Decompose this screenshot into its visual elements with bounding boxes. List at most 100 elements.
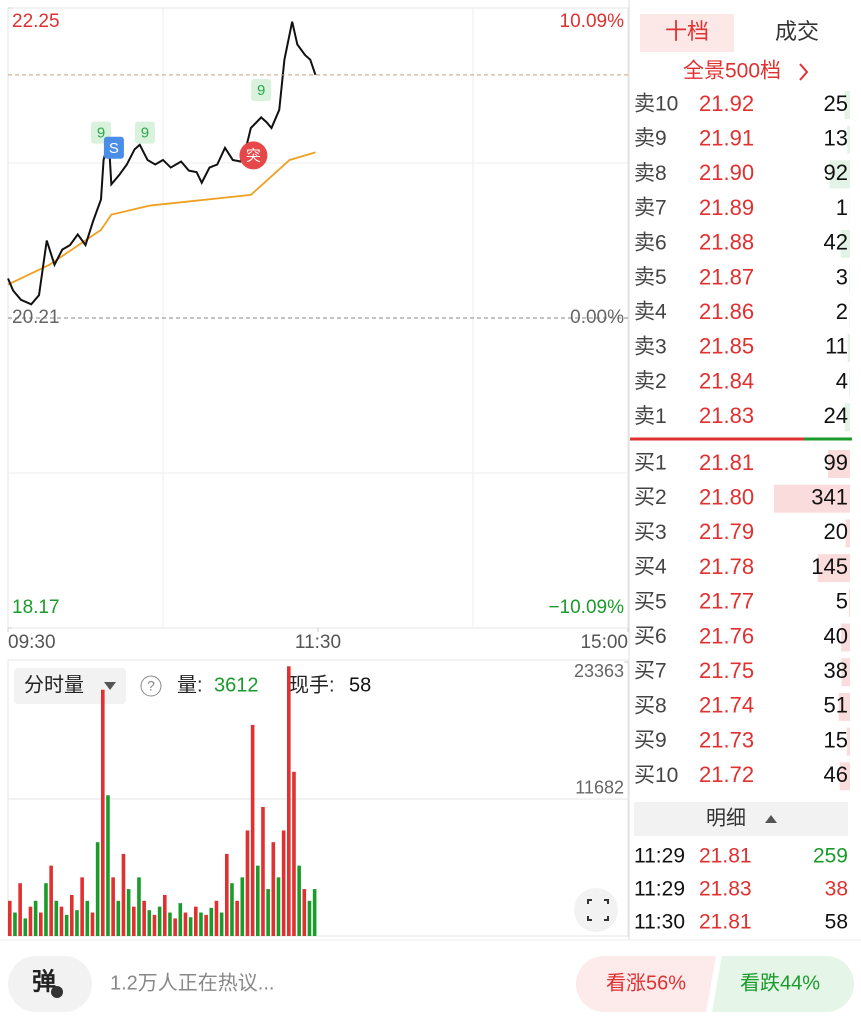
volume-bar bbox=[96, 842, 100, 936]
x-tick-label: 15:00 bbox=[580, 632, 628, 653]
volume-bar bbox=[189, 917, 193, 936]
volume-bar bbox=[60, 907, 64, 936]
level-label: 卖1 bbox=[634, 405, 667, 428]
volume-bar bbox=[91, 913, 95, 936]
volume-bar bbox=[49, 866, 53, 936]
volume-bar bbox=[303, 889, 307, 936]
level-volume: 145 bbox=[811, 554, 848, 579]
tab: 十档 bbox=[665, 19, 709, 44]
volume-bar bbox=[29, 907, 33, 936]
volume-bar bbox=[39, 913, 43, 936]
hand-value: 58 bbox=[349, 674, 371, 696]
level-price: 21.73 bbox=[699, 727, 754, 752]
level-label: 买1 bbox=[634, 452, 667, 475]
level-volume: 11 bbox=[825, 334, 848, 359]
volume-bar bbox=[215, 901, 219, 936]
annotation-text: 9 bbox=[141, 125, 149, 142]
volume-bar bbox=[282, 830, 286, 936]
level-label: 卖6 bbox=[634, 231, 667, 254]
level-label: 卖7 bbox=[634, 197, 667, 220]
pct-tick-label: 0.00% bbox=[570, 307, 624, 328]
trade-volume: 38 bbox=[825, 878, 848, 901]
y-tick-label: 18.17 bbox=[12, 597, 60, 618]
volume-bar bbox=[80, 877, 84, 936]
comments[interactable]: 1.2万人正在热议... bbox=[110, 971, 274, 994]
volume-bar bbox=[142, 901, 146, 936]
volume-bar bbox=[132, 907, 136, 936]
level-label: 买7 bbox=[634, 660, 667, 683]
level-price: 21.78 bbox=[699, 554, 754, 579]
trade-price: 21.81 bbox=[699, 845, 752, 868]
volume-bar bbox=[122, 854, 126, 936]
level-price: 21.90 bbox=[699, 160, 754, 185]
volume-bar bbox=[168, 913, 172, 936]
volume-bar bbox=[308, 901, 312, 936]
volume-bar bbox=[246, 830, 250, 936]
level-volume: 24 bbox=[824, 403, 848, 428]
trade-volume: 259 bbox=[813, 845, 848, 868]
pct-tick-label: −10.09% bbox=[548, 597, 624, 618]
volume-bar bbox=[86, 901, 90, 936]
level-price: 21.84 bbox=[699, 368, 754, 393]
volume-bar bbox=[127, 889, 131, 936]
level-label: 买4 bbox=[634, 556, 667, 579]
level-volume: 42 bbox=[824, 230, 848, 255]
level-label: 卖8 bbox=[634, 162, 667, 185]
volume-bar bbox=[153, 915, 157, 936]
level-label: 卖10 bbox=[634, 93, 678, 116]
volume-bar bbox=[179, 903, 183, 936]
level-label: 卖9 bbox=[634, 127, 667, 150]
level-volume: 25 bbox=[824, 91, 848, 116]
level-label: 卖4 bbox=[634, 301, 667, 324]
volume-bar bbox=[111, 877, 115, 936]
volume-bar bbox=[849, 589, 850, 617]
level-price: 21.79 bbox=[699, 519, 754, 544]
level-label: 卖3 bbox=[634, 335, 667, 358]
level-price: 21.92 bbox=[699, 91, 754, 116]
volume-bar bbox=[277, 877, 281, 936]
vol-value: 3612 bbox=[214, 674, 259, 696]
y-tick-label: 20.21 bbox=[12, 307, 60, 328]
level-label: 买8 bbox=[634, 694, 667, 717]
volume-bar bbox=[261, 807, 265, 936]
y-tick-label: 23363 bbox=[574, 661, 624, 681]
volume-bar bbox=[18, 883, 22, 936]
level-volume: 20 bbox=[824, 519, 848, 544]
panorama-link[interactable]: 全景500档 bbox=[683, 60, 781, 83]
volume-bar bbox=[137, 877, 141, 936]
volume-bar bbox=[241, 877, 245, 936]
level-price: 21.77 bbox=[699, 589, 754, 614]
level-price: 21.75 bbox=[699, 658, 754, 683]
volume-bar bbox=[34, 901, 38, 936]
danmu-badge bbox=[51, 986, 63, 998]
level-price: 21.80 bbox=[699, 485, 754, 510]
vol-label: 量: bbox=[177, 674, 203, 696]
volume-bar bbox=[251, 725, 255, 936]
y-tick-label: 11682 bbox=[575, 778, 624, 798]
trade-price: 21.81 bbox=[699, 911, 752, 934]
trade-time: 11:29 bbox=[634, 878, 685, 901]
level-volume: 341 bbox=[811, 485, 848, 510]
level-volume: 40 bbox=[824, 623, 848, 648]
level-price: 21.85 bbox=[699, 334, 754, 359]
volume-bar bbox=[256, 866, 260, 936]
annotation-text: 突 bbox=[246, 147, 261, 164]
trade-volume: 58 bbox=[825, 911, 848, 934]
level-label: 买2 bbox=[634, 486, 667, 509]
help-text: ? bbox=[147, 678, 155, 694]
annotation-text: 9 bbox=[257, 82, 265, 99]
level-volume: 2 bbox=[836, 299, 848, 324]
level-volume: 92 bbox=[824, 160, 848, 185]
tab[interactable]: 成交 bbox=[775, 19, 819, 44]
expand-button[interactable] bbox=[574, 888, 618, 932]
volume-bar bbox=[65, 915, 69, 936]
volume-bar bbox=[8, 901, 12, 936]
volume-bar bbox=[230, 883, 234, 936]
level-label: 卖5 bbox=[634, 266, 667, 289]
trade-time: 11:30 bbox=[634, 911, 685, 934]
volume-bar bbox=[148, 910, 152, 936]
level-volume: 13 bbox=[824, 126, 848, 151]
level-volume: 1 bbox=[836, 195, 848, 220]
